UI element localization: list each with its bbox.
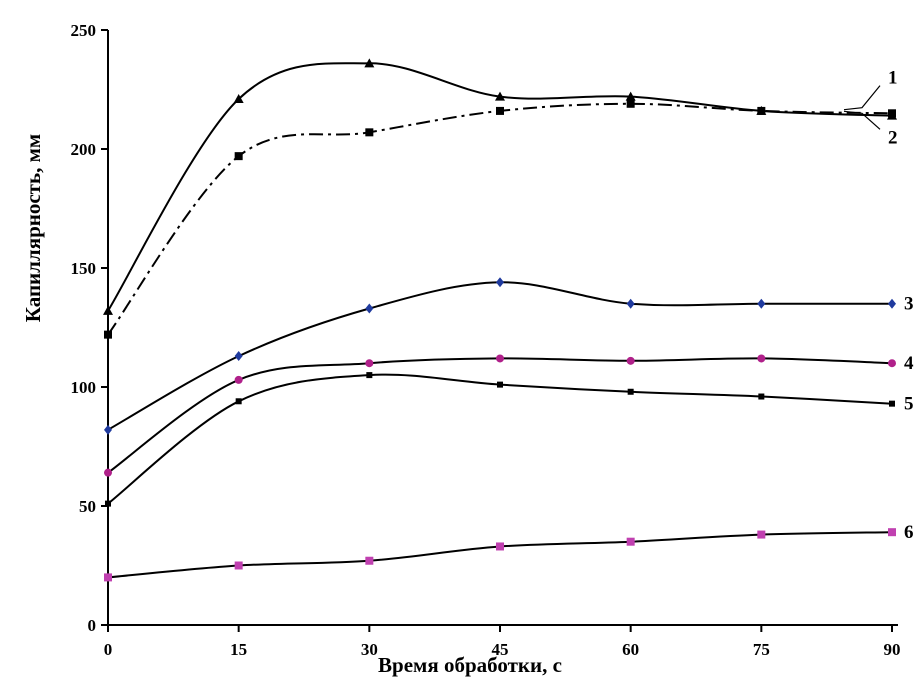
series-3-point xyxy=(365,303,374,314)
series-lines xyxy=(107,62,893,579)
series-1-point xyxy=(495,91,505,101)
series-5-line xyxy=(107,373,893,505)
series-5-point xyxy=(366,372,373,379)
series-5-point xyxy=(105,500,111,507)
series-1-point xyxy=(364,58,375,68)
series-4-point xyxy=(757,354,766,363)
y-tick-label: 0 xyxy=(88,616,97,635)
series-2-line xyxy=(107,102,893,336)
series-6-label: 6 xyxy=(904,522,914,543)
series-5-point xyxy=(497,381,503,388)
series-4-point xyxy=(365,359,374,368)
series-2-point xyxy=(365,128,374,137)
series-5-point xyxy=(758,393,765,400)
y-tick-label: 250 xyxy=(71,21,97,40)
series-2-point xyxy=(626,99,635,108)
series-5-label: 5 xyxy=(904,394,914,415)
series-2-point xyxy=(757,106,766,115)
series-1-label: 1 xyxy=(888,68,898,89)
series-4-point xyxy=(626,356,635,365)
x-tick-label: 0 xyxy=(104,640,113,659)
y-axis-title: Капиллярность, мм xyxy=(21,134,45,322)
series-6-point xyxy=(757,530,766,539)
y-tick-label: 200 xyxy=(71,140,97,159)
series-4-point xyxy=(234,375,243,384)
series-4-label: 4 xyxy=(904,353,914,374)
series-5-point xyxy=(889,400,895,407)
series-6-point xyxy=(496,542,504,551)
y-tick-label: 150 xyxy=(71,259,97,278)
series-1-point xyxy=(233,94,244,104)
series-3-point xyxy=(496,277,504,288)
x-tick-label: 90 xyxy=(884,640,901,659)
x-axis-title: Время обработки, с xyxy=(378,653,562,677)
series-6-point xyxy=(626,537,635,546)
series-3-point xyxy=(234,351,243,362)
x-tick-label: 15 xyxy=(230,640,247,659)
series-6-line xyxy=(107,531,893,579)
series-6-point xyxy=(234,561,243,570)
series-4-line xyxy=(107,357,893,474)
x-tick-label: 30 xyxy=(361,640,378,659)
series-4-point xyxy=(104,468,112,477)
series-6-point xyxy=(104,573,112,582)
series-2-point xyxy=(234,152,243,161)
x-tick-label: 60 xyxy=(622,640,639,659)
series-6-point xyxy=(365,556,374,565)
x-tick-label: 45 xyxy=(492,640,509,659)
series-6-point xyxy=(888,528,896,537)
axes: 0 50 100 150 200 250 0 15 30 45 60 75 90 xyxy=(71,21,901,659)
series-2-leader xyxy=(843,110,881,130)
series-5-point xyxy=(627,388,634,395)
series-2-point xyxy=(888,109,896,118)
series-1-leader xyxy=(843,85,881,111)
y-tick-label: 100 xyxy=(71,378,97,397)
series-1-point xyxy=(625,91,636,101)
series-4-point xyxy=(888,359,896,368)
series-2-point xyxy=(104,330,112,339)
series-2-label: 2 xyxy=(888,127,898,148)
series-labels: 1 2 3 4 5 6 xyxy=(843,68,914,543)
series-4-point xyxy=(496,354,504,363)
series-3-point xyxy=(757,298,766,309)
y-tick-label: 50 xyxy=(79,497,96,516)
series-5-point xyxy=(235,398,242,405)
series-3-label: 3 xyxy=(904,294,914,315)
x-tick-label: 75 xyxy=(753,640,770,659)
series-markers xyxy=(103,58,897,582)
series-2-point xyxy=(496,106,504,115)
series-3-point xyxy=(626,298,635,309)
series-3-point xyxy=(104,424,112,435)
series-1-point xyxy=(103,305,113,315)
series-3-point xyxy=(888,298,896,309)
